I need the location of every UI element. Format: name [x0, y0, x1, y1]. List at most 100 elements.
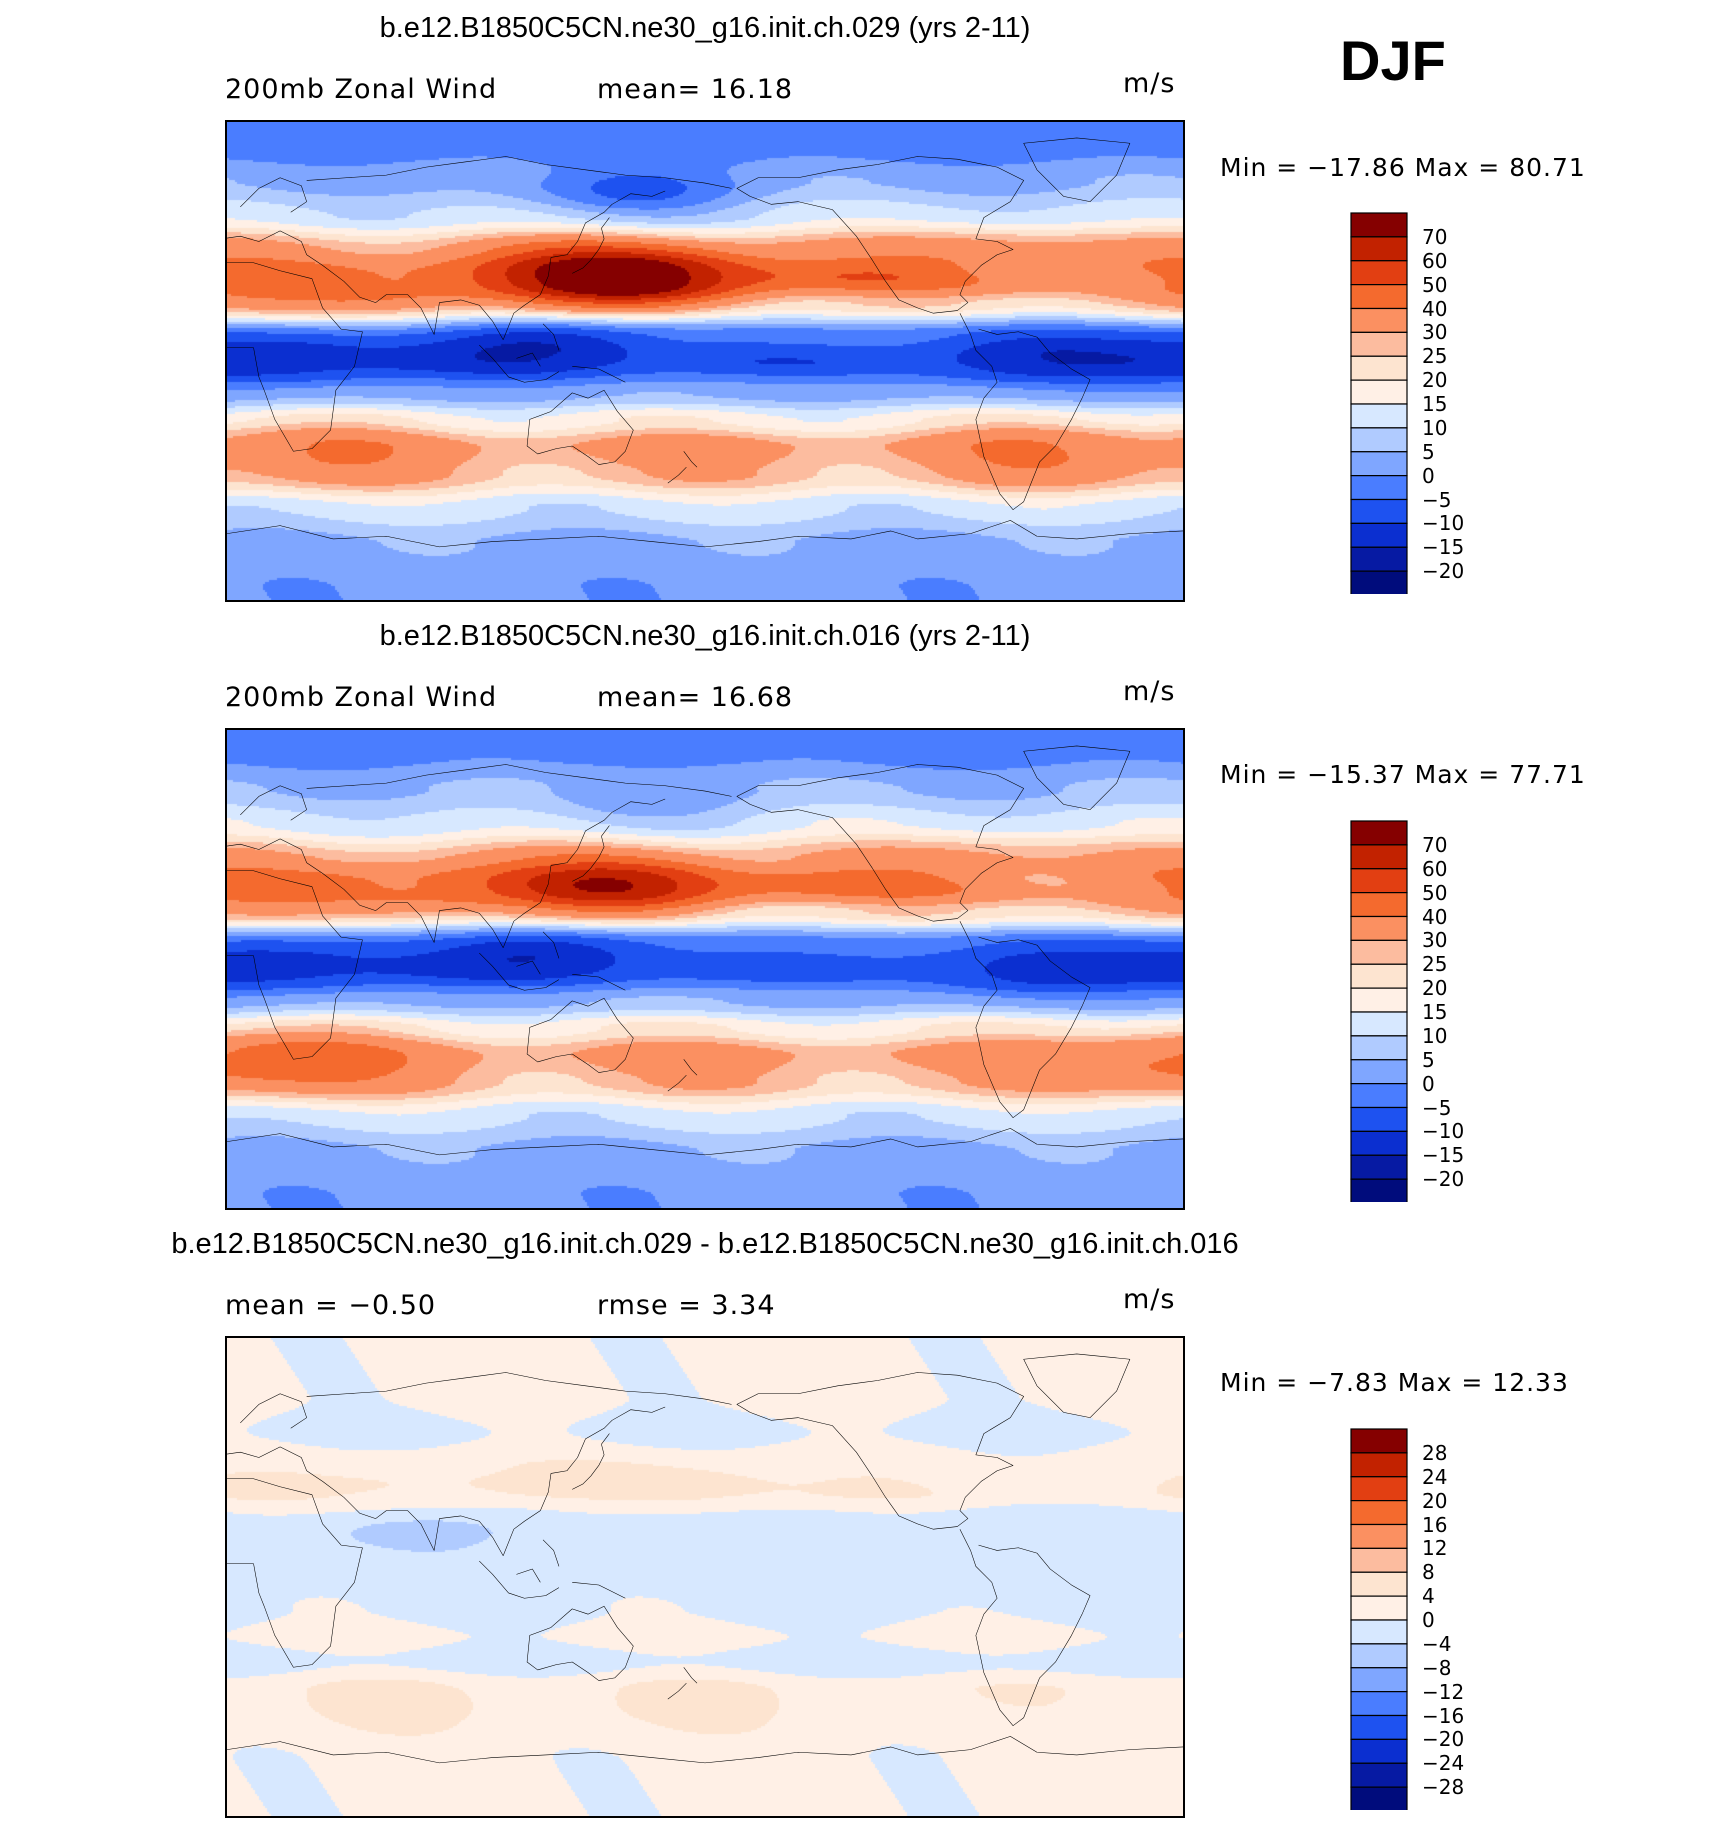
coastline [227, 871, 362, 1060]
coastline [227, 1479, 362, 1668]
colorbar-box [1350, 915, 1408, 941]
colorbar-tick-label: −4 [1422, 1631, 1452, 1656]
coastline [737, 765, 1024, 922]
colorbar-tick-label: −20 [1422, 559, 1465, 584]
panel-2-colorbar: 70 60 50 40 30 25 20 15 10 5 0 −5 −10 −15 −20 [1350, 820, 1464, 1202]
coastline [479, 324, 625, 382]
colorbar-box [1350, 1523, 1408, 1549]
coastline [479, 1540, 625, 1598]
colorbar-box [1350, 1083, 1408, 1109]
coastline [227, 1447, 503, 1556]
colorbar-tick-label: 0 [1422, 463, 1435, 488]
colorbar-box [1350, 379, 1408, 405]
colorbar-box [1350, 498, 1408, 524]
colorbar-box [1350, 1691, 1408, 1717]
colorbar-tick-label: 0 [1422, 1608, 1435, 1632]
coastline [503, 191, 665, 340]
coastline [527, 1606, 633, 1680]
coastline [1024, 138, 1130, 202]
colorbar-tick-label: 5 [1422, 439, 1435, 464]
colorbar-tick-label: −8 [1422, 1655, 1452, 1680]
panel-2-variable-label: 200mb Zonal Wind [225, 682, 498, 713]
coastline [737, 157, 1024, 314]
colorbar-tick-label: −20 [1422, 1167, 1465, 1192]
colorbar-box [1350, 1619, 1408, 1645]
colorbar-box [1350, 1452, 1408, 1478]
coastline [503, 1407, 665, 1556]
coastline [479, 932, 625, 990]
coastline [1024, 1354, 1130, 1418]
colorbar-box [1350, 1595, 1408, 1621]
colorbar-tick-label: 24 [1422, 1464, 1448, 1489]
coastline [527, 998, 633, 1072]
panel-3-rmse-label: rmse = 3.34 [597, 1290, 776, 1321]
colorbar-tick-label: 40 [1422, 904, 1448, 929]
coastline [527, 390, 633, 464]
colorbar-box [1350, 1154, 1408, 1180]
colorbar-tick-label: −15 [1422, 1143, 1465, 1168]
colorbar-tick-label: 25 [1422, 952, 1448, 977]
colorbar-box [1350, 892, 1408, 918]
season-label: DJF [1340, 29, 1446, 92]
colorbar-tick-label: 28 [1422, 1440, 1448, 1465]
colorbar-box [1350, 260, 1408, 286]
coastline [960, 313, 1090, 510]
panel-1-mean-label: mean= 16.18 [597, 74, 794, 105]
colorbar-box [1350, 403, 1408, 429]
colorbar-tick-label: 25 [1422, 344, 1448, 369]
colorbar-box [1350, 1011, 1408, 1037]
panel-1-variable-label: 200mb Zonal Wind [225, 74, 498, 105]
colorbar-box [1350, 451, 1408, 477]
colorbar-tick-label: 4 [1422, 1584, 1435, 1609]
colorbar-box [1350, 1643, 1408, 1669]
colorbar-box [1350, 1106, 1408, 1132]
colorbar-box [1350, 1786, 1408, 1810]
coastline [737, 1373, 1024, 1530]
colorbar-tick-label: −5 [1422, 487, 1452, 512]
colorbar-box [1350, 212, 1408, 238]
coastline [668, 1059, 697, 1091]
colorbar-boxes [1350, 212, 1408, 594]
colorbar-tick-label: 50 [1422, 272, 1448, 297]
colorbar-tick-label: 20 [1422, 368, 1448, 393]
colorbar-box [1350, 1476, 1408, 1502]
colorbar-tick-label: 20 [1422, 976, 1448, 1001]
colorbar-box [1350, 1738, 1408, 1764]
colorbar-tick-label: 40 [1422, 296, 1448, 321]
panel-3-difference-field [227, 1338, 1183, 1816]
colorbar-boxes [1350, 1428, 1408, 1810]
colorbar-box [1350, 355, 1408, 381]
colorbar-tick-label: 16 [1422, 1512, 1448, 1537]
panel-3-min-max: Min = −7.83 Max = 12.33 [1220, 1368, 1569, 1397]
panel-2-map [225, 728, 1185, 1210]
colorbar-box [1350, 570, 1408, 594]
colorbar-box [1350, 522, 1408, 548]
colorbar-box [1350, 1714, 1408, 1740]
colorbar-tick-label: 30 [1422, 928, 1448, 953]
colorbar-box [1350, 546, 1408, 572]
panel-3-title: b.e12.B1850C5CN.ne30_g16.init.ch.029 - b… [171, 1228, 1239, 1260]
coastline [227, 1736, 1183, 1763]
colorbar-tick-label: −28 [1422, 1775, 1465, 1800]
colorbar-tick-label: 60 [1422, 248, 1448, 273]
panel-1-units-label: m/s [1123, 68, 1176, 99]
colorbar-tick-label: −20 [1422, 1727, 1465, 1752]
panel-2-min-max: Min = −15.37 Max = 77.71 [1220, 760, 1586, 789]
colorbar-box [1350, 427, 1408, 453]
colorbar-tick-label: 30 [1422, 320, 1448, 345]
panel-1-wind-field [227, 122, 1183, 600]
colorbar-tick-label: −12 [1422, 1679, 1465, 1704]
coastline [227, 520, 1183, 547]
colorbar-boxes [1350, 820, 1408, 1202]
panel-3-colorbar: 28 24 20 16 12 8 4 0 −4 −8 −12 −16 −20 −24 −28 [1350, 1428, 1464, 1810]
colorbar-tick-label: 60 [1422, 856, 1448, 881]
panel-1-coastlines [227, 122, 1183, 600]
coastline [240, 1373, 731, 1429]
coastline [668, 451, 697, 483]
coastline [227, 839, 503, 948]
colorbar-tick-label: −5 [1422, 1095, 1452, 1120]
colorbar-box [1350, 331, 1408, 357]
colorbar-box [1350, 1571, 1408, 1597]
colorbar-tick-label: 20 [1422, 1488, 1448, 1513]
coastline [668, 1667, 697, 1699]
